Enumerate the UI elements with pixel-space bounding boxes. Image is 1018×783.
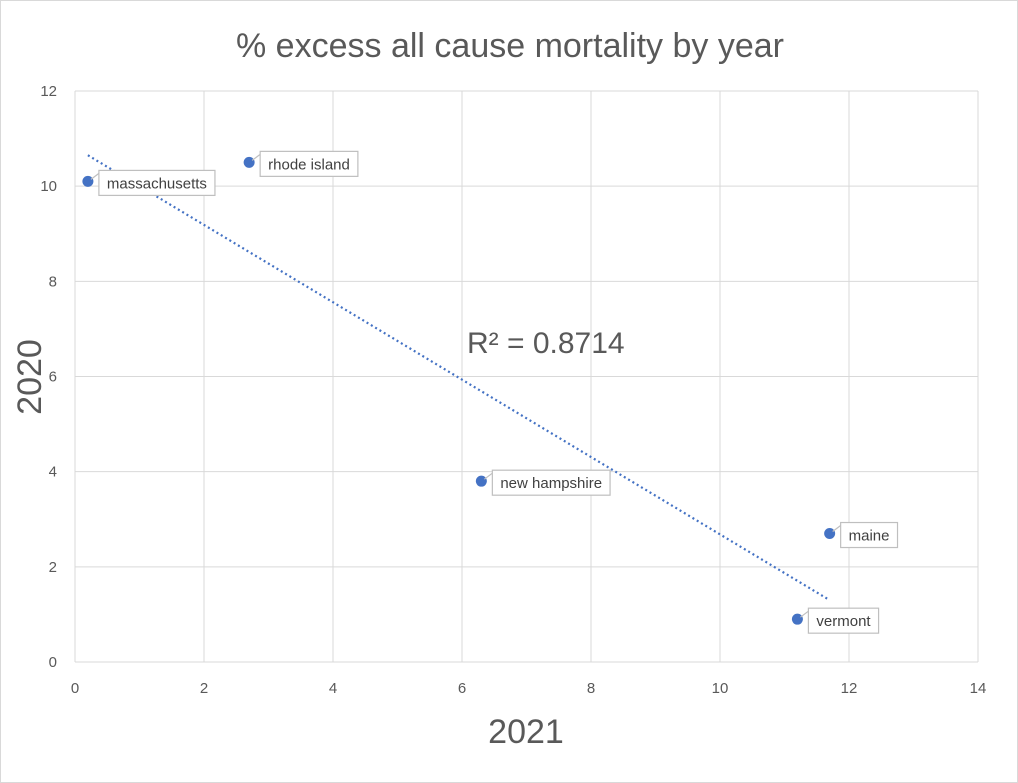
y-axis-title: 2020 [11, 339, 49, 415]
x-axis-title: 2021 [488, 713, 564, 751]
data-label-leader [800, 610, 809, 618]
data-point-new-hampshire [475, 475, 487, 487]
data-label-vermont: vermont [800, 607, 880, 634]
data-point-maine [824, 528, 836, 540]
x-tick-label: 4 [329, 680, 337, 697]
y-tick-label: 4 [49, 464, 57, 481]
y-tick-label: 6 [49, 369, 57, 386]
data-label-box [259, 150, 359, 177]
data-labels: massachusetts rhode island new hampshire ma… [90, 150, 899, 634]
data-label-leader [90, 172, 100, 180]
data-label-text: massachusetts [107, 175, 207, 192]
data-label-leader [251, 153, 261, 161]
data-points [82, 156, 836, 625]
x-tick-label: 10 [712, 680, 729, 697]
r-squared-label: R² = 0.8714 [467, 327, 625, 360]
data-label-rhode-island: rhode island [251, 150, 359, 177]
data-label-box [98, 169, 216, 197]
data-point-rhode-island [243, 156, 255, 168]
grid [74, 90, 979, 663]
x-tick-label: 12 [841, 680, 858, 697]
data-label-text: new hampshire [500, 475, 602, 492]
data-label-maine: maine [832, 521, 899, 549]
y-tick-label: 10 [40, 178, 57, 195]
data-point-vermont [791, 613, 803, 625]
data-label-text: rhode island [268, 156, 350, 173]
data-label-text: vermont [816, 613, 871, 630]
y-tick-label: 12 [40, 83, 57, 100]
data-label-leader [832, 525, 842, 533]
data-label-new-hampshire: new hampshire [483, 469, 611, 496]
y-tick-label: 0 [49, 654, 57, 671]
y-tick-label: 2 [49, 559, 57, 576]
data-label-box [840, 521, 899, 549]
chart-title: % excess all cause mortality by year [236, 27, 784, 65]
trendline [87, 154, 831, 602]
data-label-massachusetts: massachusetts [90, 169, 216, 197]
data-label-leader [483, 472, 493, 480]
x-tick-label: 8 [587, 680, 595, 697]
x-tick-label: 14 [970, 680, 987, 697]
data-point-massachusetts [82, 175, 94, 187]
y-tick-label: 8 [49, 273, 57, 290]
x-tick-labels: 0 2 4 6 8 10 12 14 [71, 680, 987, 697]
x-tick-label: 0 [71, 680, 79, 697]
data-label-box [491, 469, 611, 496]
x-tick-label: 2 [200, 680, 208, 697]
y-tick-labels: 0 2 4 6 8 10 12 [40, 83, 57, 671]
data-label-box [807, 607, 880, 634]
data-label-text: maine [849, 528, 890, 545]
x-tick-label: 6 [458, 680, 466, 697]
